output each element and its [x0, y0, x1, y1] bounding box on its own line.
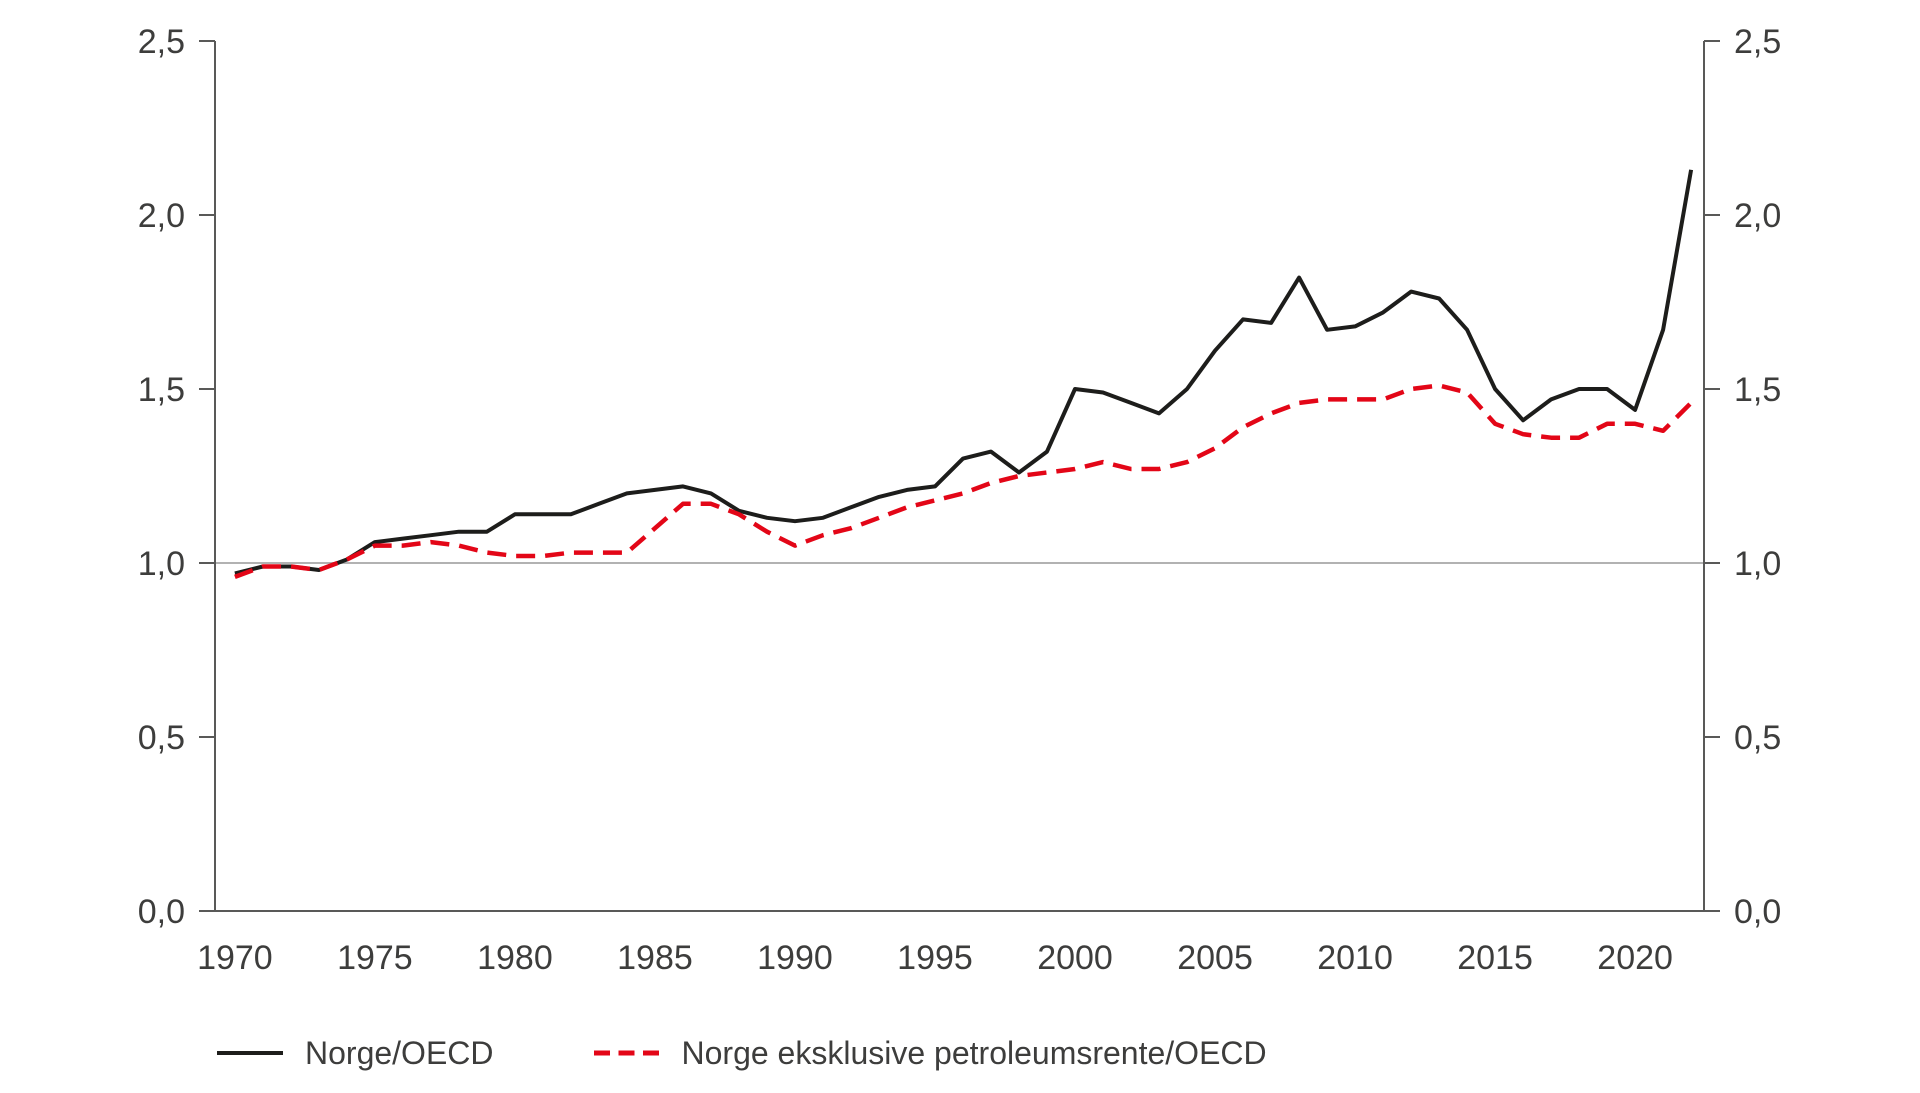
x-tick-label: 2020 — [1597, 939, 1673, 977]
y-tick-label-left: 1,0 — [138, 545, 185, 583]
legend-swatch-solid-line — [217, 1051, 283, 1055]
y-tick-label-right: 0,5 — [1734, 719, 1781, 757]
x-tick-label: 2005 — [1177, 939, 1253, 977]
y-tick-label-right: 1,0 — [1734, 545, 1781, 583]
legend-item-norge-eksklusive: Norge eksklusive petroleumsrente/OECD — [593, 1030, 1267, 1076]
y-tick-label-right: 2,0 — [1734, 197, 1781, 235]
y-tick-label-right: 1,5 — [1734, 371, 1781, 409]
series-line-norge-eksklusive — [234, 383, 1693, 580]
y-tick-label-right: 2,5 — [1734, 23, 1781, 61]
y-tick-label-right: 0,0 — [1734, 893, 1781, 931]
legend-label-norge-oecd: Norge/OECD — [305, 1034, 494, 1071]
legend: Norge/OECD Norge eksklusive petroleumsre… — [217, 1030, 1267, 1076]
legend-item-norge-oecd: Norge/OECD — [217, 1030, 494, 1076]
y-tick-label-left: 0,5 — [138, 719, 185, 757]
y-tick-label-left: 0,0 — [138, 893, 185, 931]
y-tick-label-left: 2,0 — [138, 197, 185, 235]
x-tick-label: 2010 — [1317, 939, 1393, 977]
x-tick-label: 2000 — [1037, 939, 1113, 977]
x-tick-label: 1995 — [897, 939, 973, 977]
x-tick-label: 1985 — [617, 939, 693, 977]
x-tick-label: 1980 — [477, 939, 553, 977]
x-tick-label: 1990 — [757, 939, 833, 977]
legend-swatch-dashed-line — [593, 1050, 660, 1056]
legend-label-norge-eksklusive: Norge eksklusive petroleumsrente/OECD — [681, 1034, 1267, 1071]
y-tick-label-left: 1,5 — [138, 371, 185, 409]
y-tick-label-left: 2,5 — [138, 23, 185, 61]
x-tick-label: 1970 — [197, 939, 273, 977]
x-tick-label: 2015 — [1457, 939, 1533, 977]
x-tick-label: 1975 — [337, 939, 413, 977]
series-line-norge-oecd — [234, 169, 1694, 576]
